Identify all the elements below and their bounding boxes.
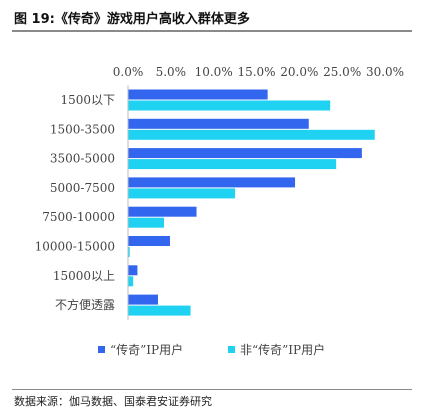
bar-chuanqi-ip-user: [128, 89, 268, 100]
bar-non-chuanqi-ip-user: [128, 305, 191, 316]
category-label: 不方便透露: [55, 297, 115, 312]
x-tick-label: 20.0%: [280, 65, 318, 79]
bar-chuanqi-ip-user: [128, 206, 197, 217]
bar-chuanqi-ip-user: [128, 236, 170, 246]
bar-non-chuanqi-ip-user: [128, 217, 164, 228]
x-tick-label: 5.0%: [156, 65, 187, 79]
x-tick-label: 10.0%: [195, 65, 233, 79]
x-tick-label: 25.0%: [323, 65, 361, 79]
legend: “传奇”IP用户 非“传奇”IP用户: [98, 342, 325, 357]
bar-chuanqi-ip-user: [128, 177, 296, 188]
legend-swatch: [98, 346, 105, 353]
bar-chart: 0.0% 5.0% 10.0% 15.0% 20.0% 25.0% 30.0% 1500以下…: [35, 65, 404, 357]
bar-non-chuanqi-ip-user: [128, 129, 375, 140]
bars: [128, 89, 375, 316]
category-label: 5000-7500: [50, 181, 115, 195]
legend-label: 非“传奇”IP用户: [240, 342, 325, 357]
legend-label: “传奇”IP用户: [110, 342, 183, 357]
bar-chuanqi-ip-user: [128, 265, 138, 276]
bar-non-chuanqi-ip-user: [128, 247, 130, 257]
bar-non-chuanqi-ip-user: [128, 188, 236, 199]
x-tick-label: 15.0%: [237, 65, 275, 79]
category-label: 3500-5000: [50, 152, 115, 166]
category-label: 15000以上: [53, 269, 115, 283]
bar-non-chuanqi-ip-user: [128, 100, 331, 111]
source-rule: [12, 389, 412, 390]
category-label: 10000-15000: [35, 240, 115, 254]
bar-chuanqi-ip-user: [128, 118, 309, 129]
bar-non-chuanqi-ip-user: [128, 159, 337, 170]
source-note: 数据来源：伽马数据、国泰君安证券研究: [14, 395, 212, 408]
x-axis-ticks: 0.0% 5.0% 10.0% 15.0% 20.0% 25.0% 30.0%: [113, 65, 404, 79]
x-tick-label: 0.0%: [113, 65, 144, 79]
title-rule: [12, 30, 412, 32]
category-labels: 1500以下 1500-3500 3500-5000 5000-7500 7500-10…: [35, 93, 115, 312]
legend-swatch: [228, 346, 235, 353]
figure-title: 图 19:《传奇》游戏用户高收入群体更多: [14, 12, 250, 27]
bar-chuanqi-ip-user: [128, 148, 362, 159]
bar-non-chuanqi-ip-user: [128, 276, 134, 287]
category-label: 7500-10000: [42, 210, 115, 224]
category-label: 1500-3500: [50, 122, 115, 136]
category-label: 1500以下: [60, 93, 115, 107]
bar-chuanqi-ip-user: [128, 294, 158, 305]
x-tick-label: 30.0%: [366, 65, 404, 79]
